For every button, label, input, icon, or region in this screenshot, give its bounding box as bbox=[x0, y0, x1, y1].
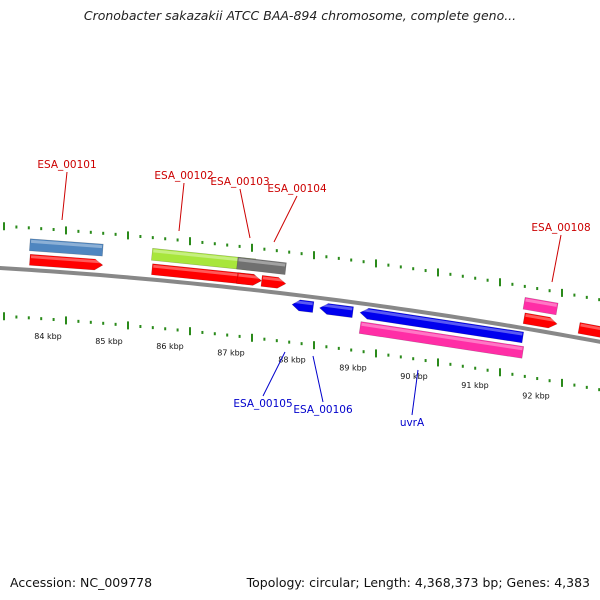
gene-leader-line bbox=[178, 182, 185, 232]
forward-gene-arrow[interactable] bbox=[522, 312, 558, 330]
topology-label: Topology: circular; Length: 4,368,373 bp… bbox=[246, 575, 590, 590]
scale-label: 91 kbp bbox=[461, 381, 489, 390]
forward-feature-box[interactable] bbox=[522, 297, 559, 316]
gene-label[interactable]: ESA_00108 bbox=[531, 222, 590, 234]
scale-label: 85 kbp bbox=[95, 337, 123, 346]
forward-gene-arrow[interactable] bbox=[260, 275, 287, 289]
gene-leader-line bbox=[411, 369, 419, 416]
scale-label: 90 kbp bbox=[400, 372, 428, 381]
reverse-gene-arrow[interactable] bbox=[291, 299, 315, 313]
forward-feature-box[interactable] bbox=[236, 256, 287, 275]
gene-label[interactable]: ESA_00106 bbox=[293, 404, 353, 416]
reverse-gene-arrow[interactable] bbox=[319, 302, 354, 318]
forward-feature-box[interactable] bbox=[29, 238, 104, 257]
accession-label: Accession: NC_009778 bbox=[10, 575, 153, 590]
scale-label: 86 kbp bbox=[156, 342, 184, 351]
forward-gene-arrow[interactable] bbox=[236, 272, 262, 287]
forward-scale-ticks bbox=[3, 222, 600, 302]
gene-label[interactable]: uvrA bbox=[400, 417, 425, 429]
gene-leader-line bbox=[273, 195, 298, 243]
gene-label[interactable]: ESA_00103 bbox=[210, 176, 269, 188]
scale-label: 87 kbp bbox=[217, 348, 245, 357]
scale-label: 92 kbp bbox=[522, 391, 550, 400]
features-layer bbox=[29, 238, 600, 359]
gene-leader-line bbox=[262, 351, 286, 397]
gene-leader-line bbox=[312, 355, 324, 403]
reverse-feature-box[interactable] bbox=[358, 321, 525, 359]
gene-leader-line bbox=[61, 171, 68, 221]
chromosome-backbone bbox=[0, 265, 600, 344]
gene-leader-line bbox=[551, 234, 562, 283]
scale-labels: 84 kbp 85 kbp 86 kbp 87 kbp 88 kbp 89 kbp 90 k… bbox=[34, 332, 550, 400]
gene-label[interactable]: ESA_00105 bbox=[233, 398, 292, 410]
map-title: Cronobacter sakazakii ATCC BAA-894 chrom… bbox=[83, 8, 517, 23]
reverse-gene-arrow[interactable] bbox=[359, 307, 524, 344]
reverse-scale-ticks bbox=[3, 312, 600, 392]
scale-label: 84 kbp bbox=[34, 332, 62, 341]
gene-label[interactable]: ESA_00104 bbox=[267, 183, 327, 195]
scale-label: 89 kbp bbox=[339, 363, 367, 372]
forward-gene-arrow[interactable] bbox=[29, 253, 104, 271]
gene-leader-line bbox=[239, 188, 251, 239]
gene-label[interactable]: ESA_00102 bbox=[154, 170, 213, 182]
gene-label[interactable]: ESA_00101 bbox=[37, 159, 96, 171]
forward-gene-arrow[interactable] bbox=[577, 322, 600, 339]
scale-label: 88 kbp bbox=[278, 355, 306, 364]
